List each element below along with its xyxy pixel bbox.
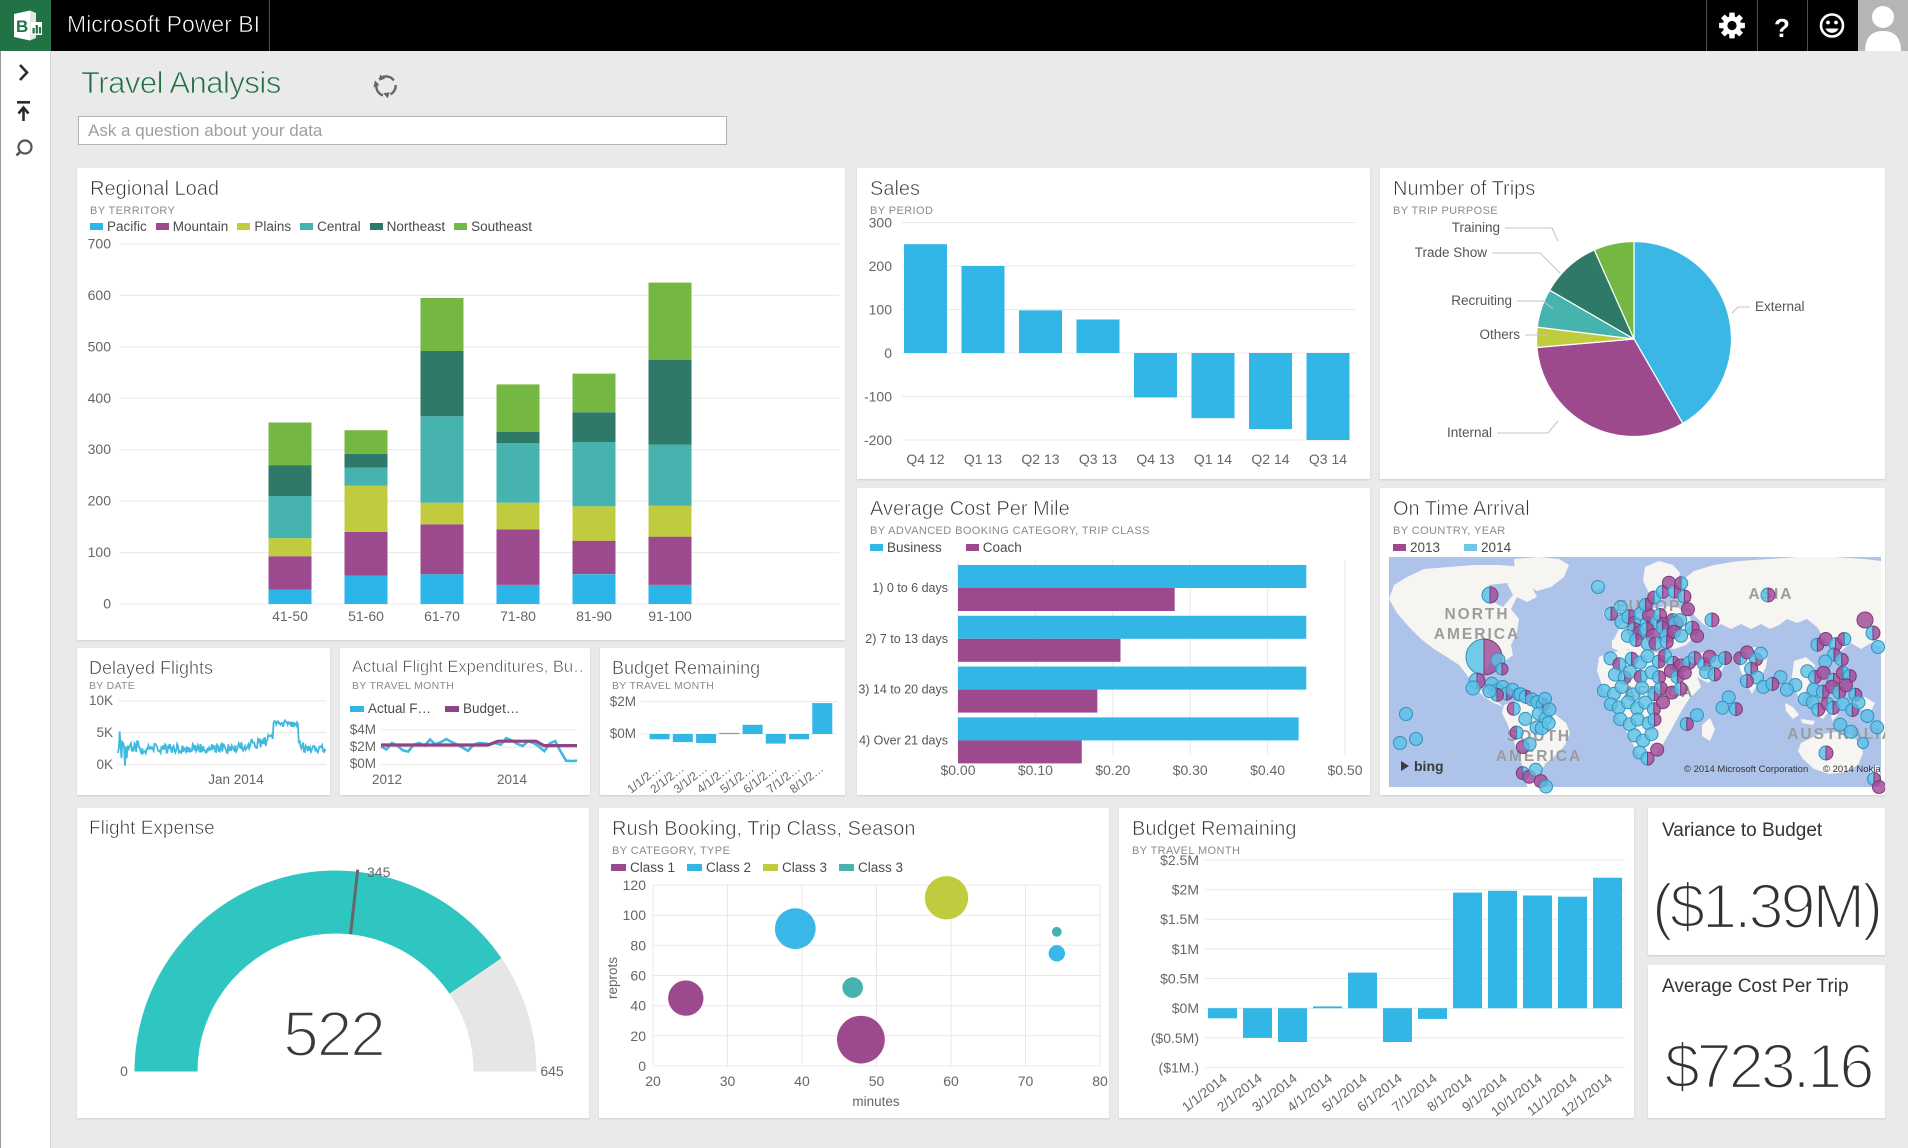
svg-text:300: 300 — [869, 215, 893, 231]
svg-text:61-70: 61-70 — [424, 608, 460, 624]
svg-text:Q4 12: Q4 12 — [906, 451, 944, 467]
svg-text:Others: Others — [1479, 327, 1520, 342]
svg-text:60: 60 — [943, 1073, 959, 1089]
svg-text:51-60: 51-60 — [348, 608, 384, 624]
svg-text:$0.10: $0.10 — [1018, 762, 1053, 778]
svg-text:0: 0 — [638, 1058, 646, 1074]
svg-text:522: 522 — [283, 998, 384, 1070]
svg-text:$0M: $0M — [1172, 1000, 1199, 1016]
svg-text:$0.50: $0.50 — [1327, 762, 1362, 778]
svg-text:100: 100 — [869, 302, 893, 318]
svg-text:$2.5M: $2.5M — [1160, 852, 1199, 868]
svg-text:Internal: Internal — [1447, 425, 1492, 440]
svg-text:reprots: reprots — [605, 957, 620, 999]
svg-text:Q4 13: Q4 13 — [1136, 451, 1174, 467]
svg-text:0: 0 — [884, 345, 892, 361]
svg-text:$0.40: $0.40 — [1250, 762, 1285, 778]
svg-text:30: 30 — [720, 1073, 736, 1089]
svg-text:$0.30: $0.30 — [1173, 762, 1208, 778]
svg-text:20: 20 — [645, 1073, 661, 1089]
svg-text:60: 60 — [630, 968, 646, 984]
svg-text:AMERICA: AMERICA — [1434, 626, 1520, 643]
svg-text:© 2014 Microsoft Corporation: © 2014 Microsoft Corporation — [1684, 764, 1808, 775]
svg-text:$2M: $2M — [1172, 882, 1199, 898]
svg-text:$2M: $2M — [350, 739, 376, 754]
svg-text:645: 645 — [540, 1063, 564, 1079]
svg-text:$0.20: $0.20 — [1095, 762, 1130, 778]
svg-text:$2M: $2M — [610, 694, 636, 709]
svg-text:0: 0 — [103, 596, 111, 612]
svg-text:71-80: 71-80 — [500, 608, 536, 624]
svg-text:100: 100 — [88, 544, 112, 560]
svg-text:200: 200 — [869, 258, 893, 274]
svg-text:3) 14 to 20 days: 3) 14 to 20 days — [858, 683, 948, 697]
svg-text:Q2 14: Q2 14 — [1251, 451, 1289, 467]
svg-text:40: 40 — [794, 1073, 810, 1089]
svg-text:$0.5M: $0.5M — [1160, 971, 1199, 987]
svg-text:120: 120 — [623, 877, 647, 893]
svg-text:($1.39M): ($1.39M) — [1652, 872, 1880, 942]
svg-text:80: 80 — [630, 937, 646, 953]
svg-text:700: 700 — [88, 236, 112, 252]
svg-text:Q2 13: Q2 13 — [1021, 451, 1059, 467]
svg-text:$4M: $4M — [350, 722, 376, 737]
svg-text:2) 7 to 13 days: 2) 7 to 13 days — [865, 632, 948, 646]
svg-text:41-50: 41-50 — [272, 608, 308, 624]
svg-text:$0.00: $0.00 — [940, 762, 975, 778]
svg-text:80: 80 — [1092, 1073, 1108, 1089]
svg-text:Jan 2014: Jan 2014 — [208, 772, 264, 787]
svg-text:2012: 2012 — [372, 772, 402, 787]
svg-text:345: 345 — [367, 864, 391, 880]
svg-text:bing: bing — [1414, 758, 1444, 774]
svg-text:$1M: $1M — [1172, 941, 1199, 957]
svg-text:300: 300 — [88, 441, 112, 457]
svg-text:20: 20 — [630, 1028, 646, 1044]
svg-text:minutes: minutes — [852, 1094, 900, 1109]
svg-text:40: 40 — [630, 998, 646, 1014]
svg-text:Q3 14: Q3 14 — [1309, 451, 1347, 467]
svg-text:50: 50 — [869, 1073, 885, 1089]
svg-text:91-100: 91-100 — [648, 608, 692, 624]
svg-text:$1.5M: $1.5M — [1160, 911, 1199, 927]
svg-text:0: 0 — [120, 1063, 128, 1079]
svg-text:10K: 10K — [89, 693, 113, 708]
svg-text:Recruiting: Recruiting — [1451, 293, 1512, 308]
svg-text:5K: 5K — [96, 725, 113, 740]
svg-text:NORTH: NORTH — [1444, 606, 1509, 623]
svg-text:AMERICA: AMERICA — [1496, 748, 1582, 765]
svg-text:Average Cost Per Trip: Average Cost Per Trip — [1662, 976, 1849, 997]
svg-text:1) 0 to 6 days: 1) 0 to 6 days — [872, 581, 948, 595]
svg-text:2014: 2014 — [497, 772, 528, 787]
svg-text:200: 200 — [88, 493, 112, 509]
svg-text:4) Over 21 days: 4) Over 21 days — [859, 733, 948, 747]
svg-text:Training: Training — [1452, 220, 1500, 235]
svg-text:81-90: 81-90 — [576, 608, 612, 624]
svg-text:External: External — [1755, 299, 1805, 314]
svg-text:$0M: $0M — [350, 756, 376, 771]
svg-text:500: 500 — [88, 338, 112, 354]
svg-text:($0.5M): ($0.5M) — [1151, 1030, 1199, 1046]
svg-text:400: 400 — [88, 390, 112, 406]
svg-text:Q1 13: Q1 13 — [964, 451, 1002, 467]
svg-text:100: 100 — [623, 907, 647, 923]
svg-text:$0M: $0M — [610, 726, 636, 741]
svg-text:-200: -200 — [864, 432, 892, 448]
svg-text:Q1 14: Q1 14 — [1194, 451, 1232, 467]
svg-text:Q3 13: Q3 13 — [1079, 451, 1117, 467]
svg-text:70: 70 — [1018, 1073, 1034, 1089]
svg-text:0K: 0K — [96, 757, 113, 772]
svg-text:B: B — [16, 17, 28, 36]
svg-text:Trade Show: Trade Show — [1415, 245, 1488, 260]
svg-text:600: 600 — [88, 287, 112, 303]
svg-text:($1M.): ($1M.) — [1159, 1060, 1199, 1076]
svg-text:$723.16: $723.16 — [1665, 1032, 1873, 1102]
svg-text:© 2014 Nokia: © 2014 Nokia — [1823, 764, 1881, 775]
svg-text:Variance to Budget: Variance to Budget — [1662, 820, 1823, 841]
svg-text:-100: -100 — [864, 389, 892, 405]
